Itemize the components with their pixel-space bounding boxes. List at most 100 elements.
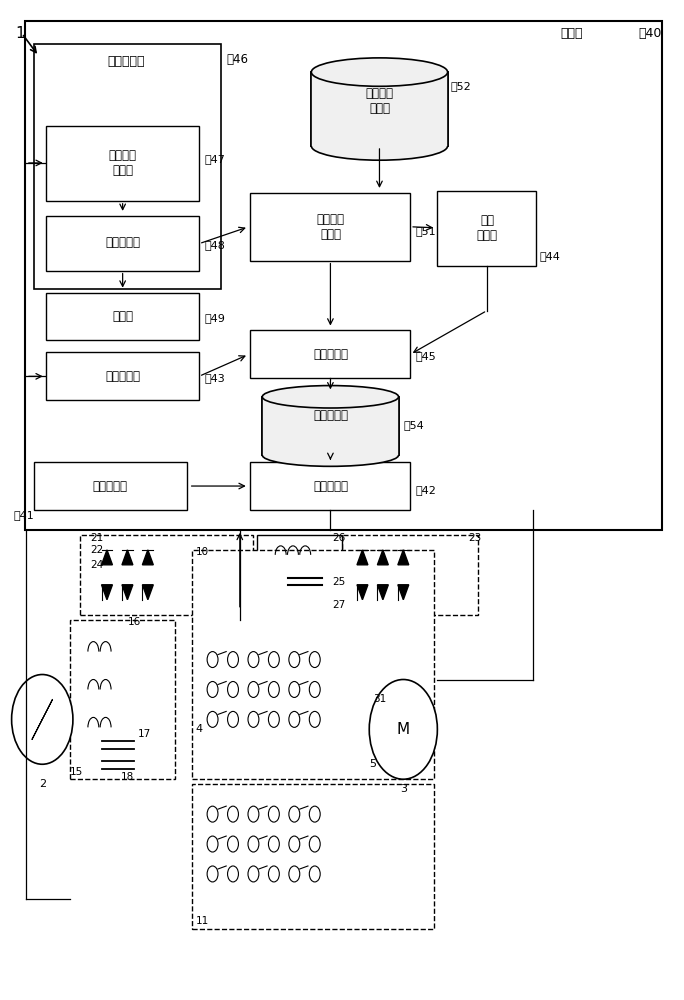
Circle shape [248,652,259,668]
Polygon shape [101,550,112,565]
Circle shape [207,711,218,727]
Text: ～41: ～41 [13,510,34,520]
Circle shape [309,806,320,822]
Circle shape [369,680,437,779]
Circle shape [207,866,218,882]
FancyBboxPatch shape [25,21,662,530]
Text: M: M [397,722,410,737]
Circle shape [289,806,300,822]
Circle shape [268,711,279,727]
FancyBboxPatch shape [437,191,536,266]
Text: 10: 10 [196,547,209,557]
Text: 15: 15 [70,767,83,777]
FancyBboxPatch shape [257,535,342,640]
Text: 22: 22 [90,545,103,555]
Text: ～40: ～40 [638,27,661,40]
Circle shape [289,866,300,882]
Polygon shape [122,585,133,600]
FancyBboxPatch shape [70,620,175,779]
Text: 3: 3 [400,784,407,794]
Text: ～43: ～43 [205,373,225,383]
Ellipse shape [311,132,447,160]
Ellipse shape [311,58,447,86]
Circle shape [309,836,320,852]
FancyBboxPatch shape [46,352,199,400]
Text: 5: 5 [369,759,376,769]
FancyBboxPatch shape [80,535,254,615]
Text: 24: 24 [90,560,103,570]
Circle shape [228,866,239,882]
FancyBboxPatch shape [34,44,222,289]
Polygon shape [101,585,112,600]
Circle shape [248,681,259,697]
Circle shape [228,711,239,727]
Circle shape [289,681,300,697]
Text: ～45: ～45 [416,351,436,361]
FancyBboxPatch shape [250,193,410,261]
Text: ～52: ～52 [451,81,472,91]
FancyBboxPatch shape [262,397,399,455]
Text: 指令取得部: 指令取得部 [93,480,128,493]
Text: ～47: ～47 [205,154,225,164]
FancyBboxPatch shape [311,72,447,146]
Text: 监视部: 监视部 [112,310,133,323]
Circle shape [309,652,320,668]
Circle shape [12,675,73,764]
Circle shape [228,681,239,697]
Circle shape [248,866,259,882]
Text: 电流取得部: 电流取得部 [105,370,140,383]
Polygon shape [378,550,389,565]
Polygon shape [122,550,133,565]
FancyBboxPatch shape [311,72,447,146]
Circle shape [268,806,279,822]
Text: 2: 2 [39,779,46,789]
Circle shape [268,652,279,668]
Circle shape [207,681,218,697]
Text: ～54: ～54 [404,420,424,430]
Text: 27: 27 [332,600,345,610]
Circle shape [207,652,218,668]
FancyBboxPatch shape [46,293,199,340]
Text: 1: 1 [15,26,25,41]
Text: 缓冲控制部: 缓冲控制部 [107,55,145,68]
Text: 直流电压
取得部: 直流电压 取得部 [109,149,137,177]
FancyBboxPatch shape [192,784,434,929]
Text: 17: 17 [137,729,151,739]
Circle shape [268,836,279,852]
Ellipse shape [262,444,399,466]
Circle shape [228,806,239,822]
Text: 常数确定部: 常数确定部 [313,348,348,361]
Circle shape [289,711,300,727]
FancyBboxPatch shape [342,535,478,615]
FancyBboxPatch shape [262,397,399,455]
Text: 控制部: 控制部 [560,27,583,40]
Polygon shape [357,585,368,600]
Text: 16: 16 [127,617,141,627]
Circle shape [228,652,239,668]
Text: 11: 11 [196,916,209,926]
Polygon shape [398,585,409,600]
Circle shape [248,836,259,852]
Text: ～46: ～46 [226,53,248,66]
Circle shape [289,652,300,668]
Circle shape [289,836,300,852]
FancyBboxPatch shape [250,462,410,510]
Circle shape [309,681,320,697]
Text: 第一频率
存储部: 第一频率 存储部 [365,87,393,115]
Ellipse shape [262,386,399,408]
Polygon shape [142,585,153,600]
Text: 25: 25 [332,577,345,587]
Text: ～42: ～42 [416,485,436,495]
FancyBboxPatch shape [46,126,199,201]
FancyBboxPatch shape [250,330,410,378]
Polygon shape [378,585,389,600]
Circle shape [268,866,279,882]
Text: 测试
控制部: 测试 控制部 [477,214,497,242]
FancyBboxPatch shape [192,550,434,779]
Polygon shape [398,550,409,565]
Circle shape [309,866,320,882]
Text: 驱动控制部: 驱动控制部 [313,480,348,493]
FancyBboxPatch shape [34,462,187,510]
FancyBboxPatch shape [274,595,311,625]
Text: ～49: ～49 [205,314,225,324]
